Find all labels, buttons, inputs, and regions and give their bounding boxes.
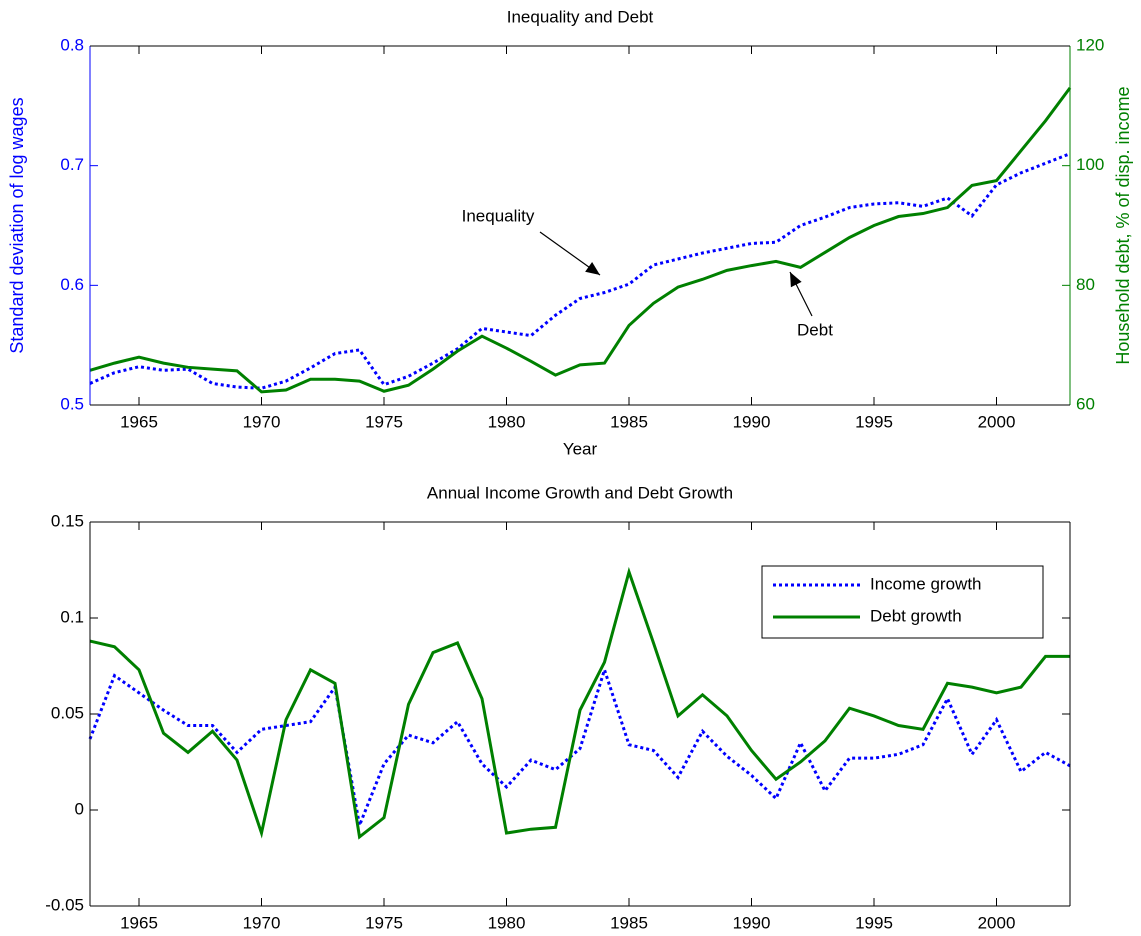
x-tick-label: 1965 (120, 913, 158, 932)
x-tick-label: 1985 (610, 412, 648, 431)
x-tick-label: 1970 (243, 412, 281, 431)
x-tick-label: 1980 (488, 913, 526, 932)
x-tick-label: 1990 (733, 412, 771, 431)
x-tick-label: 1995 (855, 913, 893, 932)
y2-tick-label: 80 (1076, 275, 1095, 294)
annotation-arrowhead (790, 272, 802, 288)
series-line (89, 566, 1070, 840)
x-axis-label: Year (563, 439, 598, 458)
annotation-arrowhead (585, 261, 600, 275)
legend-box (761, 565, 1044, 639)
x-tick-label: 1970 (243, 913, 281, 932)
series-line (88, 664, 1071, 831)
legend-label: Debt growth (870, 606, 962, 625)
plot-area (90, 46, 1070, 405)
annotation: Inequality (462, 206, 535, 225)
y2-tick-label: 120 (1076, 35, 1104, 54)
legend-label: Income growth (870, 574, 982, 593)
y-tick-label: 0.1 (60, 607, 84, 626)
x-tick-label: 2000 (978, 412, 1016, 431)
series-line (89, 86, 1072, 394)
y2-tick-label: 60 (1076, 394, 1095, 413)
x-tick-label: 1990 (733, 913, 771, 932)
y-tick-label: 0.8 (60, 35, 84, 54)
y-tick-label: 0.05 (51, 703, 84, 722)
y2-axis-label: Household debt, % of disp. income (1113, 86, 1133, 364)
y-tick-label: -0.05 (45, 895, 84, 914)
x-tick-label: 2000 (978, 913, 1016, 932)
x-tick-label: 1975 (365, 913, 403, 932)
x-tick-label: 1995 (855, 412, 893, 431)
x-tick-label: 1985 (610, 913, 648, 932)
x-tick-label: 1980 (488, 412, 526, 431)
y-tick-label: 0.15 (51, 511, 84, 530)
x-tick-label: 1975 (365, 412, 403, 431)
y-tick-label: 0.5 (60, 394, 84, 413)
annotation: Debt (797, 320, 833, 339)
chart-title: Inequality and Debt (507, 7, 654, 26)
y-tick-label: 0.6 (60, 275, 84, 294)
y-tick-label: 0 (75, 799, 84, 818)
chart-title: Annual Income Growth and Debt Growth (427, 483, 733, 502)
x-tick-label: 1965 (120, 412, 158, 431)
y-tick-label: 0.7 (60, 155, 84, 174)
y2-tick-label: 100 (1076, 155, 1104, 174)
y-axis-label: Standard deviation of log wages (7, 97, 27, 353)
series-line (89, 152, 1071, 390)
